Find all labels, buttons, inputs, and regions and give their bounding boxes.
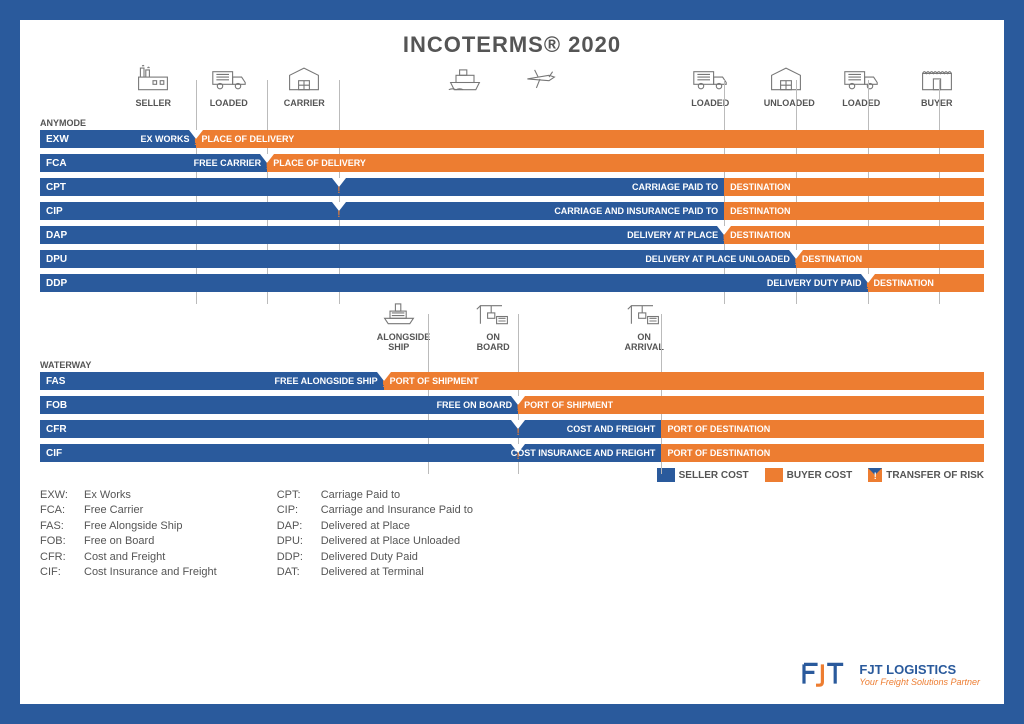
loaded1-icon: LOADED [207, 64, 251, 108]
glossary-column: EXW:Ex WorksFCA:Free CarrierFAS:Free Alo… [40, 488, 217, 580]
buyer-segment: PLACE OF DELIVERY [267, 154, 984, 172]
section-label-anymode: ANYMODE [40, 118, 984, 128]
seller-segment: CARRIAGE PAID TO [88, 178, 724, 196]
incoterm-row-cip: CIPCARRIAGE AND INSURANCE PAID TODESTINA… [40, 202, 984, 220]
loaded2-icon: LOADED [688, 64, 732, 108]
incoterm-row-cfr: CFRCOST AND FREIGHTPORT OF DESTINATION [40, 420, 984, 438]
incoterm-code: DDP [40, 274, 88, 292]
buyer-segment: PORT OF DESTINATION [661, 420, 984, 438]
risk-transfer-icon [511, 420, 525, 438]
incoterms-chart: INCOTERMS® 2020 SELLER LOADED CARRIER LOADE… [20, 20, 1004, 704]
seller-segment: FREE CARRIER [88, 154, 267, 172]
incoterm-row-dpu: DPUDELIVERY AT PLACE UNLOADEDDESTINATION [40, 250, 984, 268]
glossary-entry: CIP:Carriage and Insurance Paid to [277, 503, 473, 518]
seller-segment: DELIVERY DUTY PAID [88, 274, 868, 292]
buyer-segment: PORT OF SHIPMENT [384, 372, 984, 390]
incoterm-row-exw: EXWEX WORKSPLACE OF DELIVERY [40, 130, 984, 148]
incoterm-code: CIP [40, 202, 88, 220]
seller-icon: SELLER [131, 64, 175, 108]
risk-transfer-icon [189, 130, 203, 148]
glossary-entry: DAP:Delivered at Place [277, 519, 473, 534]
incoterm-row-fas: FASFREE ALONGSIDE SHIPPORT OF SHIPMENT [40, 372, 984, 390]
ship-icon [443, 64, 487, 98]
unloaded-icon: UNLOADED [764, 64, 808, 108]
buyer-segment: PORT OF SHIPMENT [518, 396, 984, 414]
glossary-entry: DAT:Delivered at Terminal [277, 565, 473, 580]
incoterm-row-cif: CIFCOST INSURANCE AND FREIGHTPORT OF DES… [40, 444, 984, 462]
mid-icon-row: ALONGSIDE SHIP ON BOARD ON ARRIVAL [40, 298, 984, 356]
buyer-segment: DESTINATION [796, 250, 984, 268]
seller-segment: FREE ON BOARD [88, 396, 518, 414]
buyer-segment: DESTINATION [724, 226, 984, 244]
incoterm-code: DAP [40, 226, 88, 244]
risk-transfer-icon [789, 250, 803, 268]
page-title: INCOTERMS® 2020 [40, 32, 984, 58]
incoterm-row-dap: DAPDELIVERY AT PLACEDESTINATION [40, 226, 984, 244]
incoterm-code: CIF [40, 444, 88, 462]
risk-transfer-icon [861, 274, 875, 292]
logo: FJT LOGISTICS Your Freight Solutions Par… [799, 658, 980, 690]
legend: SELLER COST BUYER COST TRANSFER OF RISK [40, 468, 984, 482]
glossary: EXW:Ex WorksFCA:Free CarrierFAS:Free Alo… [40, 488, 984, 580]
logo-tagline: Your Freight Solutions Partner [859, 677, 980, 687]
glossary-entry: FOB:Free on Board [40, 534, 217, 549]
seller-segment: CARRIAGE AND INSURANCE PAID TO [88, 202, 724, 220]
incoterm-row-fca: FCAFREE CARRIERPLACE OF DELIVERY [40, 154, 984, 172]
glossary-entry: DDP:Delivered Duty Paid [277, 550, 473, 565]
seller-segment: DELIVERY AT PLACE UNLOADED [88, 250, 796, 268]
incoterm-code: FAS [40, 372, 88, 390]
legend-buyer: BUYER COST [765, 468, 853, 482]
seller-segment: DELIVERY AT PLACE [88, 226, 724, 244]
incoterm-code: DPU [40, 250, 88, 268]
risk-transfer-icon [332, 202, 346, 220]
anymode-section: EXWEX WORKSPLACE OF DELIVERYFCAFREE CARR… [40, 130, 984, 292]
incoterm-code: CFR [40, 420, 88, 438]
risk-transfer-icon [377, 372, 391, 390]
seller-segment: FREE ALONGSIDE SHIP [88, 372, 384, 390]
seller-segment: COST INSURANCE AND FREIGHT [88, 444, 661, 462]
glossary-entry: CFR:Cost and Freight [40, 550, 217, 565]
waterway-section: FASFREE ALONGSIDE SHIPPORT OF SHIPMENTFO… [40, 372, 984, 462]
glossary-entry: CPT:Carriage Paid to [277, 488, 473, 503]
seller-segment: EX WORKS [88, 130, 196, 148]
glossary-entry: FCA:Free Carrier [40, 503, 217, 518]
onarrival-icon: ON ARRIVAL [622, 298, 666, 352]
logo-name: FJT LOGISTICS [859, 662, 980, 677]
incoterm-code: CPT [40, 178, 88, 196]
alongside-icon: ALONGSIDE SHIP [377, 298, 421, 352]
buyer-segment: PORT OF DESTINATION [661, 444, 984, 462]
risk-transfer-icon [511, 444, 525, 462]
incoterm-code: EXW [40, 130, 88, 148]
section-label-waterway: WATERWAY [40, 360, 984, 370]
risk-transfer-icon [332, 178, 346, 196]
incoterm-row-fob: FOBFREE ON BOARDPORT OF SHIPMENT [40, 396, 984, 414]
legend-risk: TRANSFER OF RISK [868, 468, 984, 482]
glossary-entry: DPU:Delivered at Place Unloaded [277, 534, 473, 549]
glossary-column: CPT:Carriage Paid toCIP:Carriage and Ins… [277, 488, 473, 580]
carrier-icon: CARRIER [282, 64, 326, 108]
glossary-entry: FAS:Free Alongside Ship [40, 519, 217, 534]
incoterm-row-cpt: CPTCARRIAGE PAID TODESTINATION [40, 178, 984, 196]
glossary-entry: EXW:Ex Works [40, 488, 217, 503]
fjt-logo-icon [799, 658, 849, 690]
top-icon-row: SELLER LOADED CARRIER LOADED UNLOADED LOADED B… [40, 64, 984, 114]
onboard-icon: ON BOARD [471, 298, 515, 352]
buyer-segment: DESTINATION [868, 274, 984, 292]
risk-transfer-icon [717, 226, 731, 244]
glossary-entry: CIF:Cost Insurance and Freight [40, 565, 217, 580]
risk-transfer-icon [511, 396, 525, 414]
buyer-icon: BUYER [915, 64, 959, 108]
buyer-segment: DESTINATION [724, 178, 984, 196]
risk-transfer-icon [260, 154, 274, 172]
plane-icon [518, 64, 562, 98]
incoterm-row-ddp: DDPDELIVERY DUTY PAIDDESTINATION [40, 274, 984, 292]
seller-segment: COST AND FREIGHT [88, 420, 661, 438]
buyer-segment: PLACE OF DELIVERY [196, 130, 984, 148]
incoterm-code: FCA [40, 154, 88, 172]
legend-seller: SELLER COST [657, 468, 749, 482]
loaded3-icon: LOADED [839, 64, 883, 108]
buyer-segment: DESTINATION [724, 202, 984, 220]
incoterm-code: FOB [40, 396, 88, 414]
